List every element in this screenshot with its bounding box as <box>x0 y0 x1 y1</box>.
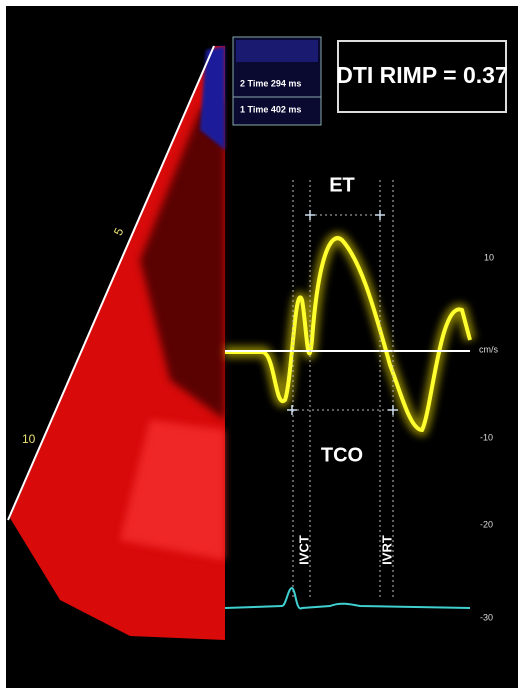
ivct-label: IVCT <box>296 535 311 565</box>
scale-label: -10 <box>480 432 493 442</box>
et-label: ET <box>329 174 355 196</box>
measurement: 1 Time 402 ms <box>240 104 301 114</box>
scale-unit: cm/s <box>479 344 498 354</box>
scale-label: 10 <box>484 252 494 262</box>
info-row <box>236 40 318 62</box>
scale-label: -30 <box>480 612 493 622</box>
scale-label: -20 <box>480 519 493 529</box>
measurement: 2 Time 294 ms <box>240 78 301 88</box>
tco-label: TCO <box>321 444 363 466</box>
ivrt-label: IVRT <box>379 535 394 565</box>
echo-screen: 5 10 2 Time 294 ms 1 Time 402 ms DTI RIM… <box>0 0 524 694</box>
title: DTI RIMP = 0.37 <box>336 62 508 88</box>
page: 5 10 2 Time 294 ms 1 Time 402 ms DTI RIM… <box>0 0 524 694</box>
depth-label: 10 <box>22 432 36 446</box>
